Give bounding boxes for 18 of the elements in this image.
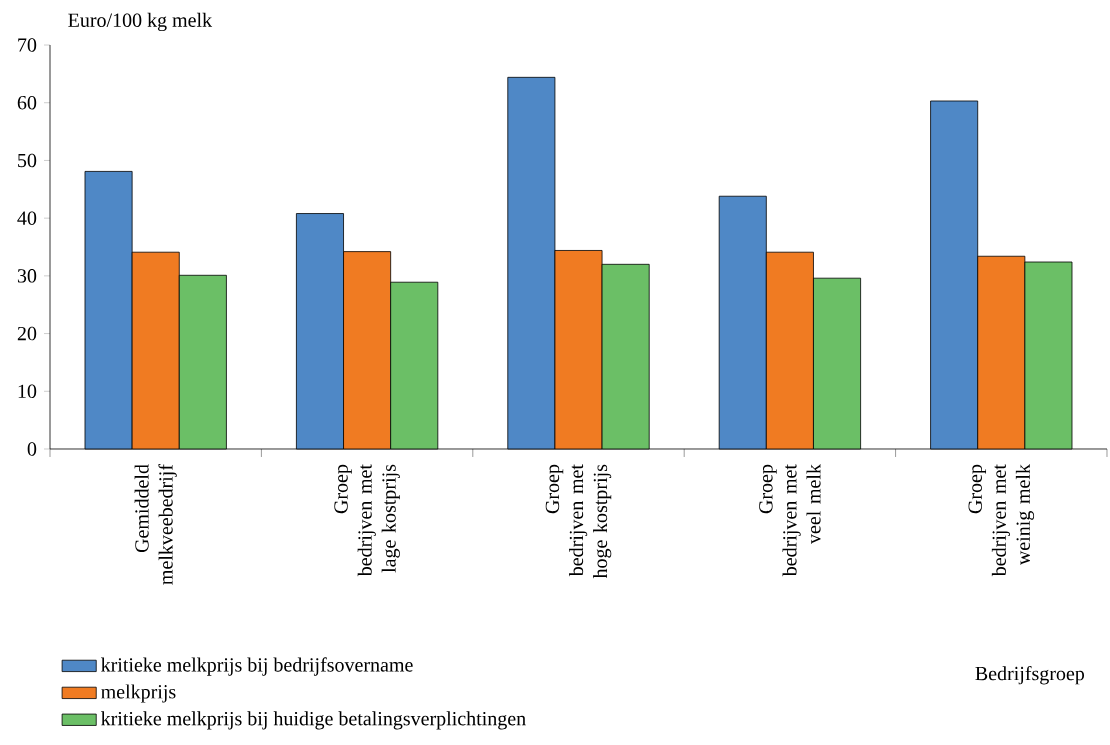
x-axis-title: Bedrijfsgroep	[975, 666, 1085, 685]
y-axis-title: Euro/100 kg melk	[68, 12, 213, 32]
y-tick-label: 50	[18, 153, 37, 168]
x-tick-label: Groep bedrijven met veel melk	[759, 464, 821, 577]
y-tick-label: 0	[27, 442, 37, 456]
y-tick-label: 30	[17, 269, 37, 283]
legend-label: melkprijs	[101, 684, 176, 703]
x-tick-label: Gemiddeld melkveebedrijf	[134, 464, 177, 585]
legend-label: kritieke melkprijs bij huidige betalingsverplichtingen	[101, 711, 526, 730]
x-tick-label: Groep bedrijven met weinig melk	[968, 464, 1035, 577]
x-tick-label: Groep bedrijven met lage kostprijs	[334, 464, 400, 577]
x-tick-label: Groep bedrijven met hoge kostprijs	[545, 464, 612, 579]
y-tick-label: 20	[17, 326, 37, 341]
y-tick-label: 70	[18, 38, 37, 52]
y-tick-label: 60	[17, 95, 37, 110]
y-tick-label: 40	[17, 211, 37, 225]
legend-label: kritieke melkprijs bij bedrijfsovername	[101, 657, 413, 676]
y-tick-label: 10	[18, 384, 37, 399]
